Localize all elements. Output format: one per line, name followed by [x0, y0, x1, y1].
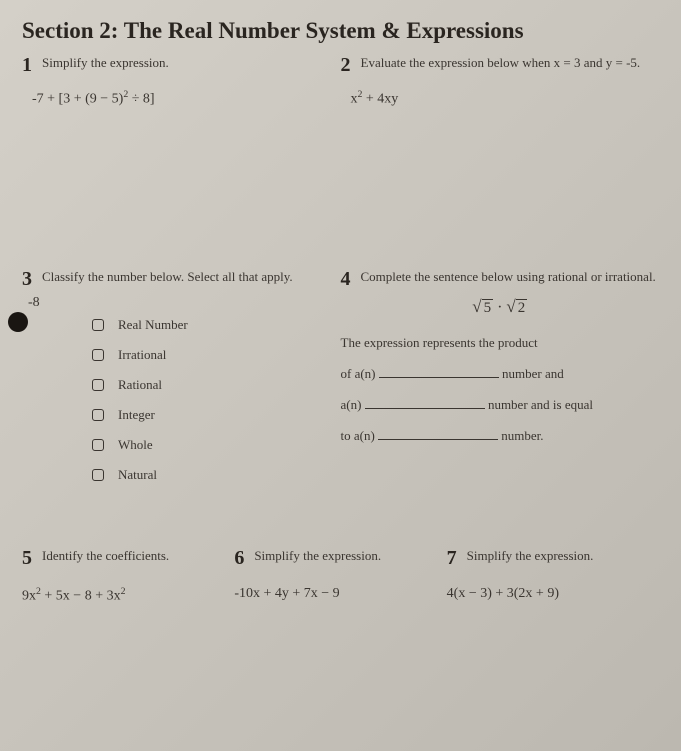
row-q3-q4: 3 Classify the number below. Select all …: [22, 268, 659, 497]
section-title: Section 2: The Real Number System & Expr…: [22, 18, 659, 44]
q2-number: 2: [341, 54, 351, 77]
q3-option-real[interactable]: Real Number: [92, 317, 341, 333]
q7-expression: 4(x − 3) + 3(2x + 9): [447, 586, 649, 602]
q4-line1: The expression represents the product: [341, 327, 660, 358]
row-q1-q2: 1 Simplify the expression. -7 + [3 + (9 …: [22, 54, 659, 108]
q6-number: 6: [234, 547, 244, 570]
q3-number: 3: [22, 268, 32, 291]
q3-option-label: Whole: [118, 437, 153, 453]
q4-number: 4: [341, 268, 351, 291]
q4-line2: of a(n) number and: [341, 358, 660, 389]
checkbox-icon: [92, 439, 104, 451]
q3-option-label: Real Number: [118, 317, 188, 333]
q3-option-label: Natural: [118, 467, 157, 483]
q5-prompt: Identify the coefficients.: [42, 548, 169, 563]
q3-option-label: Irrational: [118, 347, 166, 363]
checkbox-icon: [92, 379, 104, 391]
question-5: 5 Identify the coefficients. 9x2 + 5x − …: [22, 547, 234, 605]
question-7: 7 Simplify the expression. 4(x − 3) + 3(…: [447, 547, 659, 605]
q1-number: 1: [22, 54, 32, 77]
checkbox-icon: [92, 409, 104, 421]
q3-value: -8: [28, 295, 341, 311]
q6-prompt: Simplify the expression.: [254, 548, 381, 563]
q7-prompt: Simplify the expression.: [467, 548, 594, 563]
q1-expression: -7 + [3 + (9 − 5)2 ÷ 8]: [32, 89, 341, 108]
checkbox-icon: [92, 319, 104, 331]
blank-line[interactable]: [365, 395, 485, 409]
q3-option-whole[interactable]: Whole: [92, 437, 341, 453]
blank-line[interactable]: [379, 364, 499, 378]
q3-option-irrational[interactable]: Irrational: [92, 347, 341, 363]
q3-option-natural[interactable]: Natural: [92, 467, 341, 483]
q2-prompt: Evaluate the expression below when x = 3…: [361, 55, 641, 70]
question-3: 3 Classify the number below. Select all …: [22, 268, 341, 497]
q6-expression: -10x + 4y + 7x − 9: [234, 586, 436, 602]
row-q5-q6-q7: 5 Identify the coefficients. 9x2 + 5x − …: [22, 547, 659, 605]
checkbox-icon: [92, 349, 104, 361]
q1-prompt: Simplify the expression.: [42, 55, 169, 70]
q5-expression: 9x2 + 5x − 8 + 3x2: [22, 586, 224, 605]
q3-option-integer[interactable]: Integer: [92, 407, 341, 423]
question-2: 2 Evaluate the expression below when x =…: [341, 54, 660, 108]
q7-number: 7: [447, 547, 457, 570]
q3-option-rational[interactable]: Rational: [92, 377, 341, 393]
q4-line3: a(n) number and is equal: [341, 389, 660, 420]
checkbox-icon: [92, 469, 104, 481]
q4-expression: √5 · √2: [341, 297, 660, 317]
question-4: 4 Complete the sentence below using rati…: [341, 268, 660, 497]
q4-prompt: Complete the sentence below using ration…: [361, 269, 656, 284]
q3-option-label: Integer: [118, 407, 155, 423]
q3-prompt: Classify the number below. Select all th…: [42, 269, 293, 284]
q3-option-label: Rational: [118, 377, 162, 393]
q5-number: 5: [22, 547, 32, 570]
q3-options: Real Number Irrational Rational Integer …: [92, 317, 341, 483]
q2-expression: x2 + 4xy: [351, 89, 660, 108]
q4-line4: to a(n) number.: [341, 420, 660, 451]
hole-punch-dot: [8, 312, 28, 332]
question-6: 6 Simplify the expression. -10x + 4y + 7…: [234, 547, 446, 605]
q4-sentence: The expression represents the product of…: [341, 327, 660, 452]
blank-line[interactable]: [378, 426, 498, 440]
dot-operator: ·: [497, 299, 502, 316]
question-1: 1 Simplify the expression. -7 + [3 + (9 …: [22, 54, 341, 108]
